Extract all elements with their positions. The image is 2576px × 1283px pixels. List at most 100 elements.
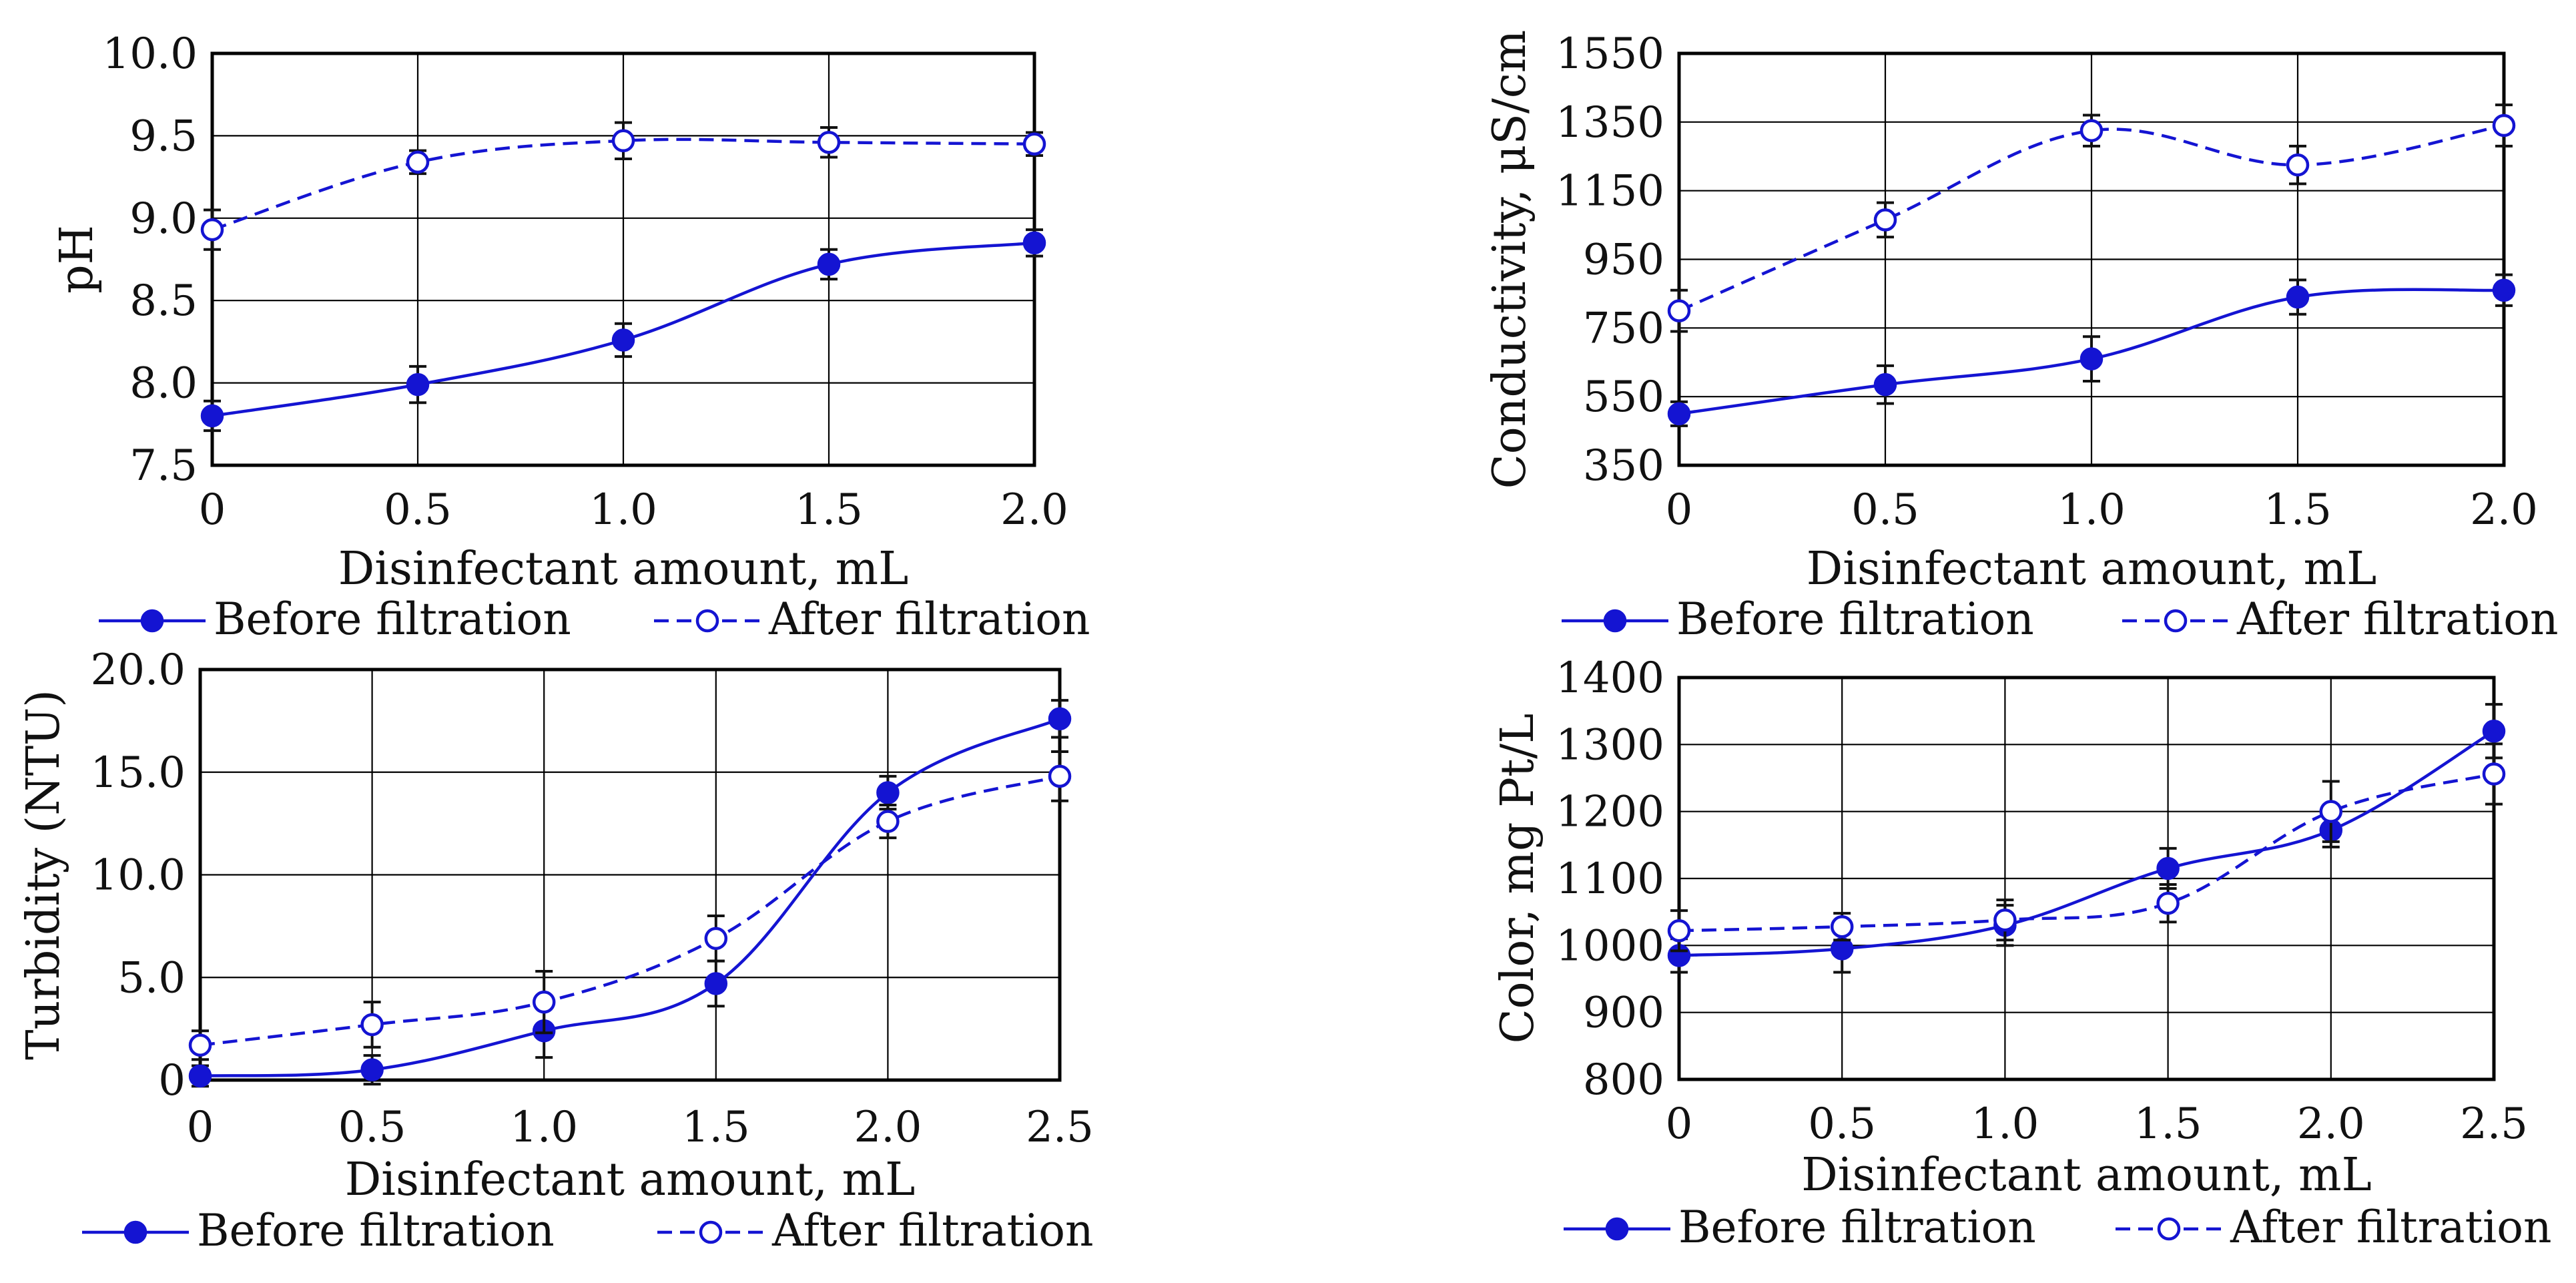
y-tick-label: 10.0 xyxy=(103,29,198,79)
y-tick-label: 15.0 xyxy=(91,748,186,798)
series-line xyxy=(1678,730,2495,957)
series-after-filtration xyxy=(188,750,1072,1061)
y-tick-label: 1200 xyxy=(1556,788,1664,837)
legend-item: After filtration xyxy=(2116,1202,2551,1253)
legend: Before filtration After filtration xyxy=(99,593,1090,645)
chart-bottom-right: 0 0.5 1.0 1.5 2.0 2.5 800 900 1000 1100 1200 1300 14… xyxy=(1492,654,2551,1253)
data-point xyxy=(876,810,900,833)
x-tick-label: 1.5 xyxy=(2134,1099,2202,1149)
x-tick-label: 1.5 xyxy=(795,485,863,535)
series-line xyxy=(200,774,1060,1047)
y-tick-label: 1100 xyxy=(1556,854,1664,904)
series-before-filtration xyxy=(188,699,1072,1088)
data-point xyxy=(1830,937,1854,961)
x-axis-title: Disinfectant amount, mL xyxy=(1807,543,2377,595)
data-point xyxy=(611,328,635,352)
x-tick-label: 1.0 xyxy=(589,485,657,535)
legend-item: After filtration xyxy=(654,593,1090,645)
plot-frame xyxy=(1677,676,2496,1081)
x-tick-label: 0.5 xyxy=(1808,1099,1876,1149)
y-tick-label: 5.0 xyxy=(117,953,186,1003)
legend-item: Before filtration xyxy=(82,1205,555,1256)
legend-item: Before filtration xyxy=(1562,593,2034,645)
legend-marker xyxy=(2164,609,2188,633)
y-tick-label: 950 xyxy=(1583,236,1664,285)
data-point xyxy=(2079,119,2104,142)
data-point xyxy=(200,218,224,242)
legend-marker xyxy=(699,1220,723,1244)
y-axis-title: Turbidity (NTU) xyxy=(17,690,70,1060)
y-tick-label: 9.0 xyxy=(129,194,198,244)
y-tick-label: 10.0 xyxy=(91,851,186,901)
x-tick-label: 0 xyxy=(199,485,226,535)
y-axis-title: pH xyxy=(51,225,103,294)
legend-label: After filtration xyxy=(771,1205,1093,1256)
y-tick-label: 0 xyxy=(158,1056,186,1105)
x-tick-label: 2.0 xyxy=(854,1103,922,1152)
plot-frame xyxy=(198,668,1062,1082)
data-point xyxy=(1830,915,1854,939)
y-tick-label: 350 xyxy=(1583,441,1664,491)
x-tick-label: 1.5 xyxy=(682,1103,750,1152)
y-tick-label: 900 xyxy=(1583,989,1664,1038)
series-after-filtration xyxy=(200,121,1046,251)
y-axis-title: Conductivity, μS/cm xyxy=(1484,30,1536,489)
y-tick-label: 1150 xyxy=(1556,167,1664,216)
series-line xyxy=(1678,772,2495,933)
legend-label: After filtration xyxy=(768,593,1090,645)
data-point xyxy=(188,1064,212,1088)
data-point xyxy=(1667,299,1691,322)
data-point xyxy=(360,1058,384,1081)
y-tick-label: 550 xyxy=(1583,372,1664,422)
legend-marker xyxy=(1605,1217,1629,1241)
x-tick-label: 0.5 xyxy=(338,1103,406,1152)
legend-marker xyxy=(140,609,164,633)
legend-label: After filtration xyxy=(2230,1202,2551,1253)
grid xyxy=(211,52,1036,467)
legend-label: Before filtration xyxy=(1678,1202,2036,1253)
data-point xyxy=(1873,208,1897,232)
data-point xyxy=(360,1013,384,1037)
x-tick-label: 0.5 xyxy=(1851,485,1919,535)
data-point xyxy=(1873,372,1897,397)
grid xyxy=(1678,676,2495,1081)
y-tick-label: 20.0 xyxy=(91,646,186,695)
series-before-filtration xyxy=(1667,273,2516,427)
legend-label: After filtration xyxy=(2236,593,2558,645)
chart-bottom-left: 0 0.5 1.0 1.5 2.0 2.5 0 5.0 10.0 15.0 20.0 Disinfec… xyxy=(17,646,1094,1256)
data-point xyxy=(1993,908,2017,932)
legend-item: After filtration xyxy=(657,1205,1093,1256)
x-tick-label: 2.5 xyxy=(1026,1103,1094,1152)
data-point xyxy=(532,990,556,1014)
data-point xyxy=(188,1033,212,1057)
series-after-filtration xyxy=(1667,742,2506,953)
data-point xyxy=(2156,856,2180,880)
x-axis-title: Disinfectant amount, mL xyxy=(338,543,909,595)
data-point xyxy=(1022,231,1046,255)
data-point xyxy=(817,131,841,154)
x-tick-label: 0 xyxy=(1666,485,1693,535)
y-tick-label: 1350 xyxy=(1556,98,1664,148)
x-tick-label: 2.0 xyxy=(1000,485,1068,535)
legend: Before filtration After filtration xyxy=(1562,593,2558,645)
x-tick-label: 1.5 xyxy=(2264,485,2332,535)
data-point xyxy=(2079,347,2104,370)
legend-marker xyxy=(2157,1217,2181,1241)
legend-label: Before filtration xyxy=(214,593,571,645)
data-point xyxy=(1022,132,1046,156)
data-point xyxy=(2482,762,2506,786)
y-tick-label: 1000 xyxy=(1556,921,1664,971)
legend: Before filtration After filtration xyxy=(1564,1202,2551,1253)
x-tick-label: 2.0 xyxy=(2297,1099,2365,1149)
series-line xyxy=(200,717,1060,1078)
data-point xyxy=(1667,919,1691,943)
series-line xyxy=(1678,123,2505,312)
x-tick-label: 1.0 xyxy=(1971,1099,2039,1149)
legend-item: Before filtration xyxy=(99,593,571,645)
y-tick-label: 8.5 xyxy=(129,276,198,326)
data-point xyxy=(406,372,430,397)
plot-frame xyxy=(210,51,1036,467)
series-after-filtration xyxy=(1667,103,2516,333)
data-point xyxy=(2492,278,2516,302)
